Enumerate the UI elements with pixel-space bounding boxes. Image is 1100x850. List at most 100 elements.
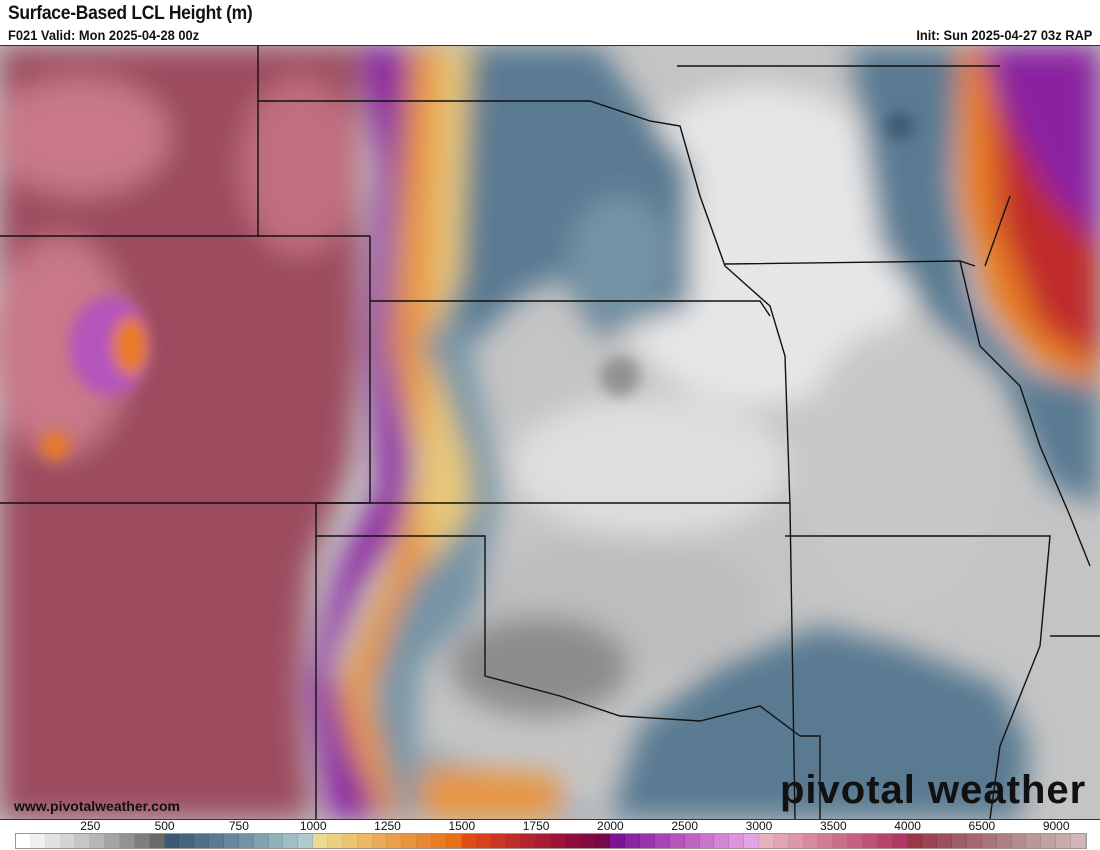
colorbar-swatch [194,834,210,848]
field-pink-west [0,236,130,456]
field-light-central [510,396,790,536]
colorbar-label: 9000 [1042,819,1070,833]
field-pink-north [240,76,360,256]
colorbar-label: 1750 [522,819,550,833]
colorbar-swatch [937,834,953,848]
boundary-line [315,503,801,737]
field-purple-east [980,46,1100,246]
colorbar-swatch [550,834,566,848]
lcl-height-map[interactable] [0,45,1100,820]
colorbar-label: 250 [80,819,101,833]
colorbar-swatch [580,834,596,848]
colorbar-swatch [595,834,611,848]
state-boundaries [0,46,1100,819]
colorbar-label: 2500 [671,819,699,833]
colorbar-swatch [684,834,700,848]
colorbar-swatch [996,834,1012,848]
colorbar-swatch [372,834,388,848]
colorbar-swatch [268,834,284,848]
field-blue-core [570,196,670,316]
colorbar-label: 1000 [299,819,327,833]
field-blue-east [850,46,1100,506]
colorbar-swatch [60,834,76,848]
colorbar-swatch [610,834,626,848]
colorbar-swatch [328,834,343,848]
colorbar-swatch [134,834,150,848]
field-orange-band [340,46,460,819]
colorbar-swatch [1071,834,1086,848]
colorbar-swatch [238,834,254,848]
field-blue-ring-ne [886,112,914,140]
pivotal-weather-logo: pivotal weather [780,768,1087,812]
colorbar-swatch [357,834,373,848]
colorbar-label: 2000 [597,819,624,833]
colorbar-swatch [640,834,655,848]
field-dark-south [450,616,630,716]
colorbar-swatch [773,834,789,848]
colorbar-swatch [892,834,908,848]
colorbar-swatch [1011,834,1027,848]
colorbar-swatch [967,834,982,848]
colorbar-swatch [149,834,165,848]
colorbar-swatch [907,834,923,848]
colorbar-swatch [45,834,61,848]
map-title: Surface-Based LCL Height (m) [8,3,253,24]
colorbar-label: 500 [154,819,175,833]
colorbar-swatch [521,834,537,848]
colorbar-swatch [164,834,180,848]
colorbar-swatch [848,834,863,848]
colorbar-label: 1500 [448,819,476,833]
colorbar-swatch [877,834,893,848]
colorbar-swatch [536,834,551,848]
colorbar-swatch [833,834,849,848]
colorbar-swatch [744,834,759,848]
colorbar-label: 3000 [745,819,773,833]
colorbar-label: 6500 [968,819,996,833]
colorbar-swatch [952,834,967,848]
colorbar-swatch [75,834,91,848]
colorbar-swatch [432,834,447,848]
colorbar-swatch [758,834,774,848]
colorbar-swatch [922,834,938,848]
valid-time: F021 Valid: Mon 2025-04-28 00z [8,27,200,43]
field-gray-east [800,326,1000,606]
colorbar-swatch [105,834,121,848]
field-orange-south [420,766,560,819]
field-orange-patch-sw [41,432,69,460]
boundary-line [370,300,771,317]
colorbar-swatch [565,834,581,848]
colorbar-swatch [803,834,819,848]
colorbar-swatch [179,834,195,848]
boundary-line [984,195,1011,267]
colorbar-swatch [506,834,522,848]
colorbar-swatch [1041,834,1057,848]
colorbar-label: 4000 [894,819,921,833]
field-yellow-band [420,46,470,566]
colorbar-swatch [714,834,730,848]
colorbar-swatch [1026,834,1042,848]
field-layer [0,46,1100,819]
colorbar-swatch [283,834,299,848]
colorbar-label: 750 [228,819,249,833]
colorbar-swatch [669,834,685,848]
boundary-line [258,100,791,507]
colorbar-swatch [1056,834,1072,848]
colorbar-swatch [625,834,641,848]
colorbar-swatch [981,834,997,848]
colorbar-labels: 250 500 750 1000 1250 1500 1750 2000 2500 3000 350… [0,819,1100,833]
colorbar-swatch [417,834,433,848]
colorbar-swatch [209,834,225,848]
colorbar-swatch [90,834,106,848]
colorbar-swatch [342,834,358,848]
boundary-line [789,505,796,819]
colorbar-label: 1250 [374,819,401,833]
field-orange-patch-west [112,316,148,376]
field-purple-band [310,46,410,819]
colorbar-swatch [818,834,834,848]
field-pink-northwest [0,76,170,196]
colorbar-swatch [30,834,46,848]
colorbar-label: 3500 [819,819,847,833]
colorbar-swatch [120,834,135,848]
colorbar-swatch [788,834,804,848]
colorbar [15,833,1087,849]
